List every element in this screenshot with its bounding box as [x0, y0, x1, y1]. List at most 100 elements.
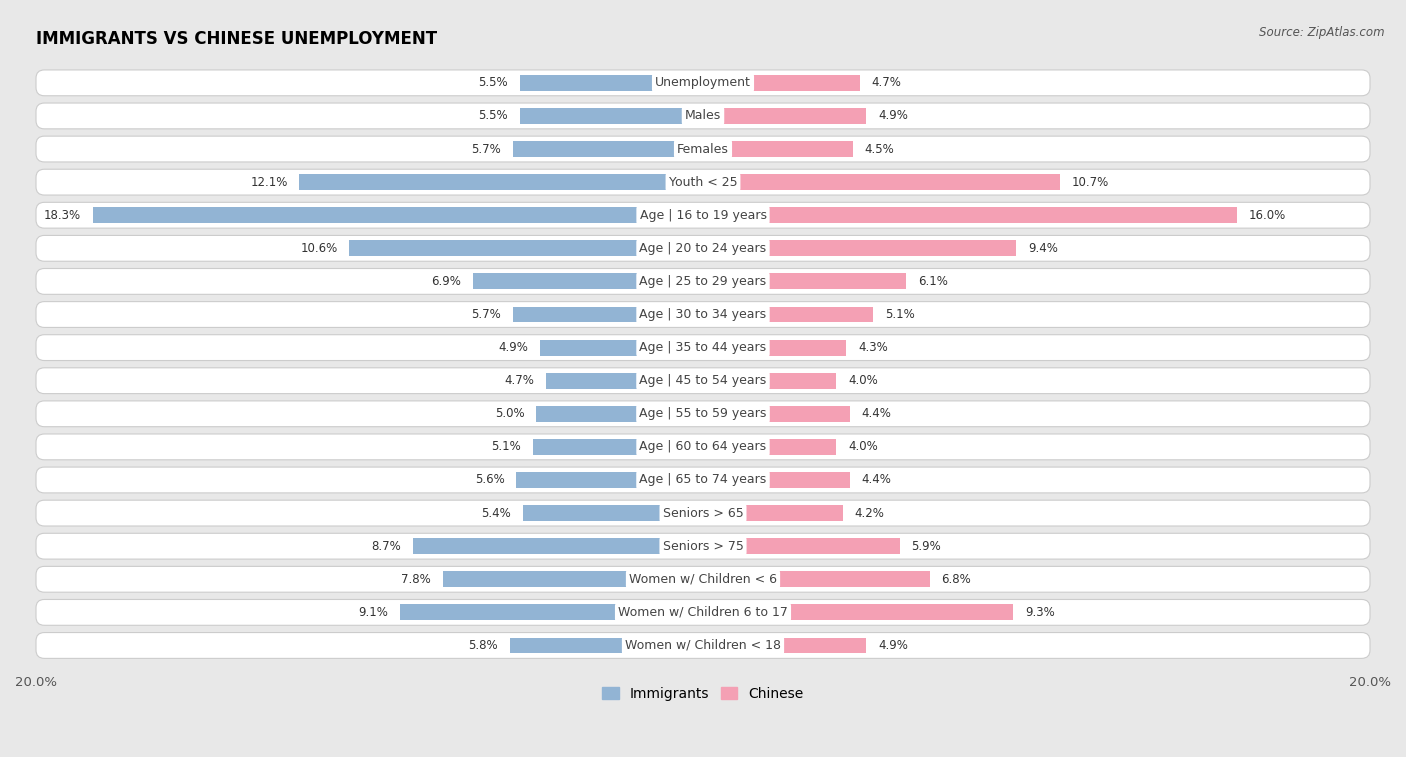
Text: 5.1%: 5.1% [492, 441, 522, 453]
Bar [703, 406, 849, 422]
Text: Youth < 25: Youth < 25 [669, 176, 737, 188]
Bar [703, 637, 866, 653]
Text: Age | 65 to 74 years: Age | 65 to 74 years [640, 473, 766, 487]
Legend: Immigrants, Chinese: Immigrants, Chinese [596, 681, 810, 706]
Text: 4.5%: 4.5% [865, 142, 894, 155]
Bar [299, 174, 703, 190]
Text: 5.4%: 5.4% [481, 506, 512, 519]
FancyBboxPatch shape [37, 434, 1369, 459]
FancyBboxPatch shape [37, 170, 1369, 195]
FancyBboxPatch shape [37, 335, 1369, 360]
Text: 6.8%: 6.8% [942, 573, 972, 586]
Text: 4.7%: 4.7% [872, 76, 901, 89]
Bar [703, 207, 1237, 223]
FancyBboxPatch shape [37, 368, 1369, 394]
FancyBboxPatch shape [37, 500, 1369, 526]
FancyBboxPatch shape [37, 235, 1369, 261]
Text: Women w/ Children < 18: Women w/ Children < 18 [626, 639, 780, 652]
Bar [533, 439, 703, 455]
Bar [703, 307, 873, 322]
Text: Age | 45 to 54 years: Age | 45 to 54 years [640, 374, 766, 388]
Text: Seniors > 75: Seniors > 75 [662, 540, 744, 553]
Bar [399, 604, 703, 620]
Text: 4.3%: 4.3% [858, 341, 887, 354]
Bar [703, 174, 1060, 190]
Text: Women w/ Children 6 to 17: Women w/ Children 6 to 17 [619, 606, 787, 619]
Text: 5.1%: 5.1% [884, 308, 914, 321]
Bar [547, 372, 703, 388]
Text: 5.9%: 5.9% [911, 540, 941, 553]
Bar [703, 572, 929, 587]
Text: 9.1%: 9.1% [359, 606, 388, 619]
Text: 5.0%: 5.0% [495, 407, 524, 420]
FancyBboxPatch shape [37, 136, 1369, 162]
Text: Age | 16 to 19 years: Age | 16 to 19 years [640, 209, 766, 222]
Bar [523, 505, 703, 521]
Bar [703, 472, 849, 488]
Text: 4.9%: 4.9% [879, 639, 908, 652]
Text: 10.7%: 10.7% [1071, 176, 1109, 188]
Text: Unemployment: Unemployment [655, 76, 751, 89]
Text: 5.5%: 5.5% [478, 76, 508, 89]
FancyBboxPatch shape [37, 70, 1369, 95]
Text: 5.8%: 5.8% [468, 639, 498, 652]
Bar [703, 505, 844, 521]
FancyBboxPatch shape [37, 633, 1369, 659]
Text: 5.6%: 5.6% [475, 473, 505, 487]
Bar [520, 108, 703, 124]
Bar [509, 637, 703, 653]
Bar [413, 538, 703, 554]
Text: Age | 35 to 44 years: Age | 35 to 44 years [640, 341, 766, 354]
Text: Seniors > 65: Seniors > 65 [662, 506, 744, 519]
Text: 7.8%: 7.8% [402, 573, 432, 586]
Text: 8.7%: 8.7% [371, 540, 401, 553]
FancyBboxPatch shape [37, 301, 1369, 328]
Text: Source: ZipAtlas.com: Source: ZipAtlas.com [1260, 26, 1385, 39]
Text: 4.9%: 4.9% [879, 110, 908, 123]
Text: 12.1%: 12.1% [250, 176, 288, 188]
Bar [516, 472, 703, 488]
Bar [93, 207, 703, 223]
Text: 4.7%: 4.7% [505, 374, 534, 388]
Bar [513, 307, 703, 322]
Text: 5.5%: 5.5% [478, 110, 508, 123]
Text: Age | 20 to 24 years: Age | 20 to 24 years [640, 241, 766, 255]
Text: 4.0%: 4.0% [848, 441, 877, 453]
Bar [472, 273, 703, 289]
Bar [703, 372, 837, 388]
Text: 18.3%: 18.3% [44, 209, 82, 222]
FancyBboxPatch shape [37, 566, 1369, 592]
Bar [703, 340, 846, 356]
Text: 6.9%: 6.9% [432, 275, 461, 288]
Bar [350, 241, 703, 257]
FancyBboxPatch shape [37, 401, 1369, 427]
Text: 4.0%: 4.0% [848, 374, 877, 388]
Bar [703, 241, 1017, 257]
FancyBboxPatch shape [37, 103, 1369, 129]
Bar [703, 141, 853, 157]
Text: 4.9%: 4.9% [498, 341, 527, 354]
Text: 4.2%: 4.2% [855, 506, 884, 519]
Text: 5.7%: 5.7% [471, 142, 501, 155]
Text: 16.0%: 16.0% [1249, 209, 1285, 222]
Text: Age | 55 to 59 years: Age | 55 to 59 years [640, 407, 766, 420]
FancyBboxPatch shape [37, 533, 1369, 559]
Bar [703, 273, 907, 289]
Bar [703, 604, 1014, 620]
Bar [703, 538, 900, 554]
FancyBboxPatch shape [37, 269, 1369, 294]
Text: 10.6%: 10.6% [301, 241, 337, 255]
Bar [513, 141, 703, 157]
FancyBboxPatch shape [37, 467, 1369, 493]
Bar [536, 406, 703, 422]
Bar [520, 75, 703, 91]
Text: Females: Females [678, 142, 728, 155]
Bar [703, 439, 837, 455]
Text: 9.4%: 9.4% [1028, 241, 1059, 255]
Text: Age | 25 to 29 years: Age | 25 to 29 years [640, 275, 766, 288]
Bar [703, 108, 866, 124]
Bar [443, 572, 703, 587]
Text: Age | 60 to 64 years: Age | 60 to 64 years [640, 441, 766, 453]
Text: Women w/ Children < 6: Women w/ Children < 6 [628, 573, 778, 586]
Text: 4.4%: 4.4% [862, 407, 891, 420]
